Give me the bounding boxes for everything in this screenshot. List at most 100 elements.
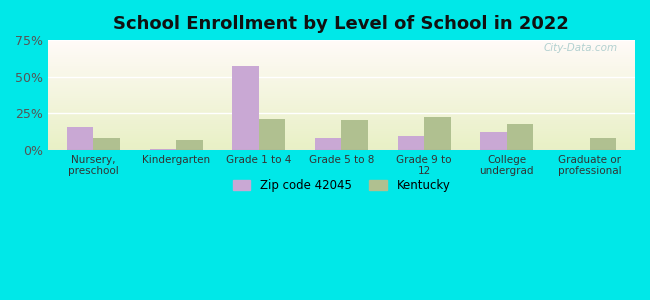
Bar	[48, 141, 635, 142]
Bar	[48, 56, 635, 57]
Bar	[48, 147, 635, 148]
Bar	[48, 63, 635, 64]
Bar	[48, 47, 635, 48]
Bar	[48, 142, 635, 143]
Bar	[48, 144, 635, 145]
Bar	[48, 43, 635, 44]
Bar	[48, 83, 635, 84]
Bar	[48, 45, 635, 46]
Bar	[48, 42, 635, 43]
Bar	[424, 117, 450, 150]
Bar	[48, 118, 635, 119]
Bar	[48, 105, 635, 106]
Bar	[48, 48, 635, 49]
Bar	[48, 73, 635, 74]
Bar	[48, 125, 635, 126]
Text: City-Data.com: City-Data.com	[543, 44, 618, 53]
Bar	[176, 140, 203, 150]
Bar	[48, 54, 635, 55]
Bar	[341, 120, 368, 150]
Bar	[48, 139, 635, 140]
Bar	[48, 61, 635, 62]
Bar	[48, 87, 635, 88]
Bar	[48, 72, 635, 73]
Bar	[48, 89, 635, 90]
Bar	[48, 107, 635, 108]
Bar	[398, 136, 424, 150]
Bar	[48, 116, 635, 117]
Bar	[48, 60, 635, 61]
Bar	[48, 146, 635, 147]
Bar	[48, 91, 635, 92]
Bar	[48, 49, 635, 50]
Bar	[48, 137, 635, 138]
Bar	[48, 103, 635, 104]
Bar	[48, 41, 635, 42]
Bar	[94, 138, 120, 150]
Bar	[48, 113, 635, 114]
Bar	[48, 143, 635, 144]
Bar	[48, 76, 635, 77]
Bar	[48, 95, 635, 96]
Bar	[48, 117, 635, 118]
Bar	[48, 64, 635, 65]
Bar	[48, 99, 635, 100]
Bar	[48, 138, 635, 139]
Bar	[48, 78, 635, 79]
Bar	[48, 74, 635, 75]
Bar	[48, 52, 635, 53]
Bar	[48, 145, 635, 146]
Bar	[48, 51, 635, 52]
Bar	[48, 53, 635, 54]
Bar	[48, 66, 635, 67]
Bar	[48, 129, 635, 130]
Bar	[48, 61, 635, 62]
Bar	[507, 124, 533, 150]
Bar	[48, 69, 635, 70]
Bar	[48, 88, 635, 89]
Title: School Enrollment by Level of School in 2022: School Enrollment by Level of School in …	[114, 15, 569, 33]
Bar	[48, 71, 635, 72]
Bar	[48, 132, 635, 133]
Bar	[48, 104, 635, 105]
Bar	[48, 101, 635, 102]
Bar	[48, 136, 635, 137]
Bar	[590, 138, 616, 150]
Bar	[48, 128, 635, 129]
Bar	[48, 44, 635, 45]
Bar	[48, 77, 635, 78]
Bar	[48, 75, 635, 76]
Bar	[48, 98, 635, 99]
Bar	[48, 106, 635, 107]
Bar	[48, 135, 635, 136]
Bar	[150, 148, 176, 150]
Bar	[480, 132, 507, 150]
Bar	[48, 59, 635, 60]
Bar	[48, 86, 635, 87]
Bar	[48, 112, 635, 113]
Bar	[48, 40, 635, 41]
Legend: Zip code 42045, Kentucky: Zip code 42045, Kentucky	[228, 174, 455, 197]
Bar	[48, 115, 635, 116]
Bar	[48, 134, 635, 135]
Bar	[48, 133, 635, 134]
Bar	[232, 66, 259, 150]
Bar	[48, 149, 635, 150]
Bar	[48, 96, 635, 97]
Bar	[48, 92, 635, 93]
Bar	[48, 65, 635, 66]
Bar	[48, 97, 635, 98]
Bar	[48, 102, 635, 103]
Bar	[48, 110, 635, 111]
Bar	[259, 118, 285, 150]
Bar	[48, 94, 635, 95]
Bar	[48, 131, 635, 132]
Bar	[48, 126, 635, 127]
Bar	[48, 121, 635, 122]
Bar	[48, 140, 635, 141]
Bar	[48, 50, 635, 51]
Bar	[48, 100, 635, 101]
Bar	[48, 81, 635, 82]
Bar	[315, 138, 341, 150]
Bar	[48, 123, 635, 124]
